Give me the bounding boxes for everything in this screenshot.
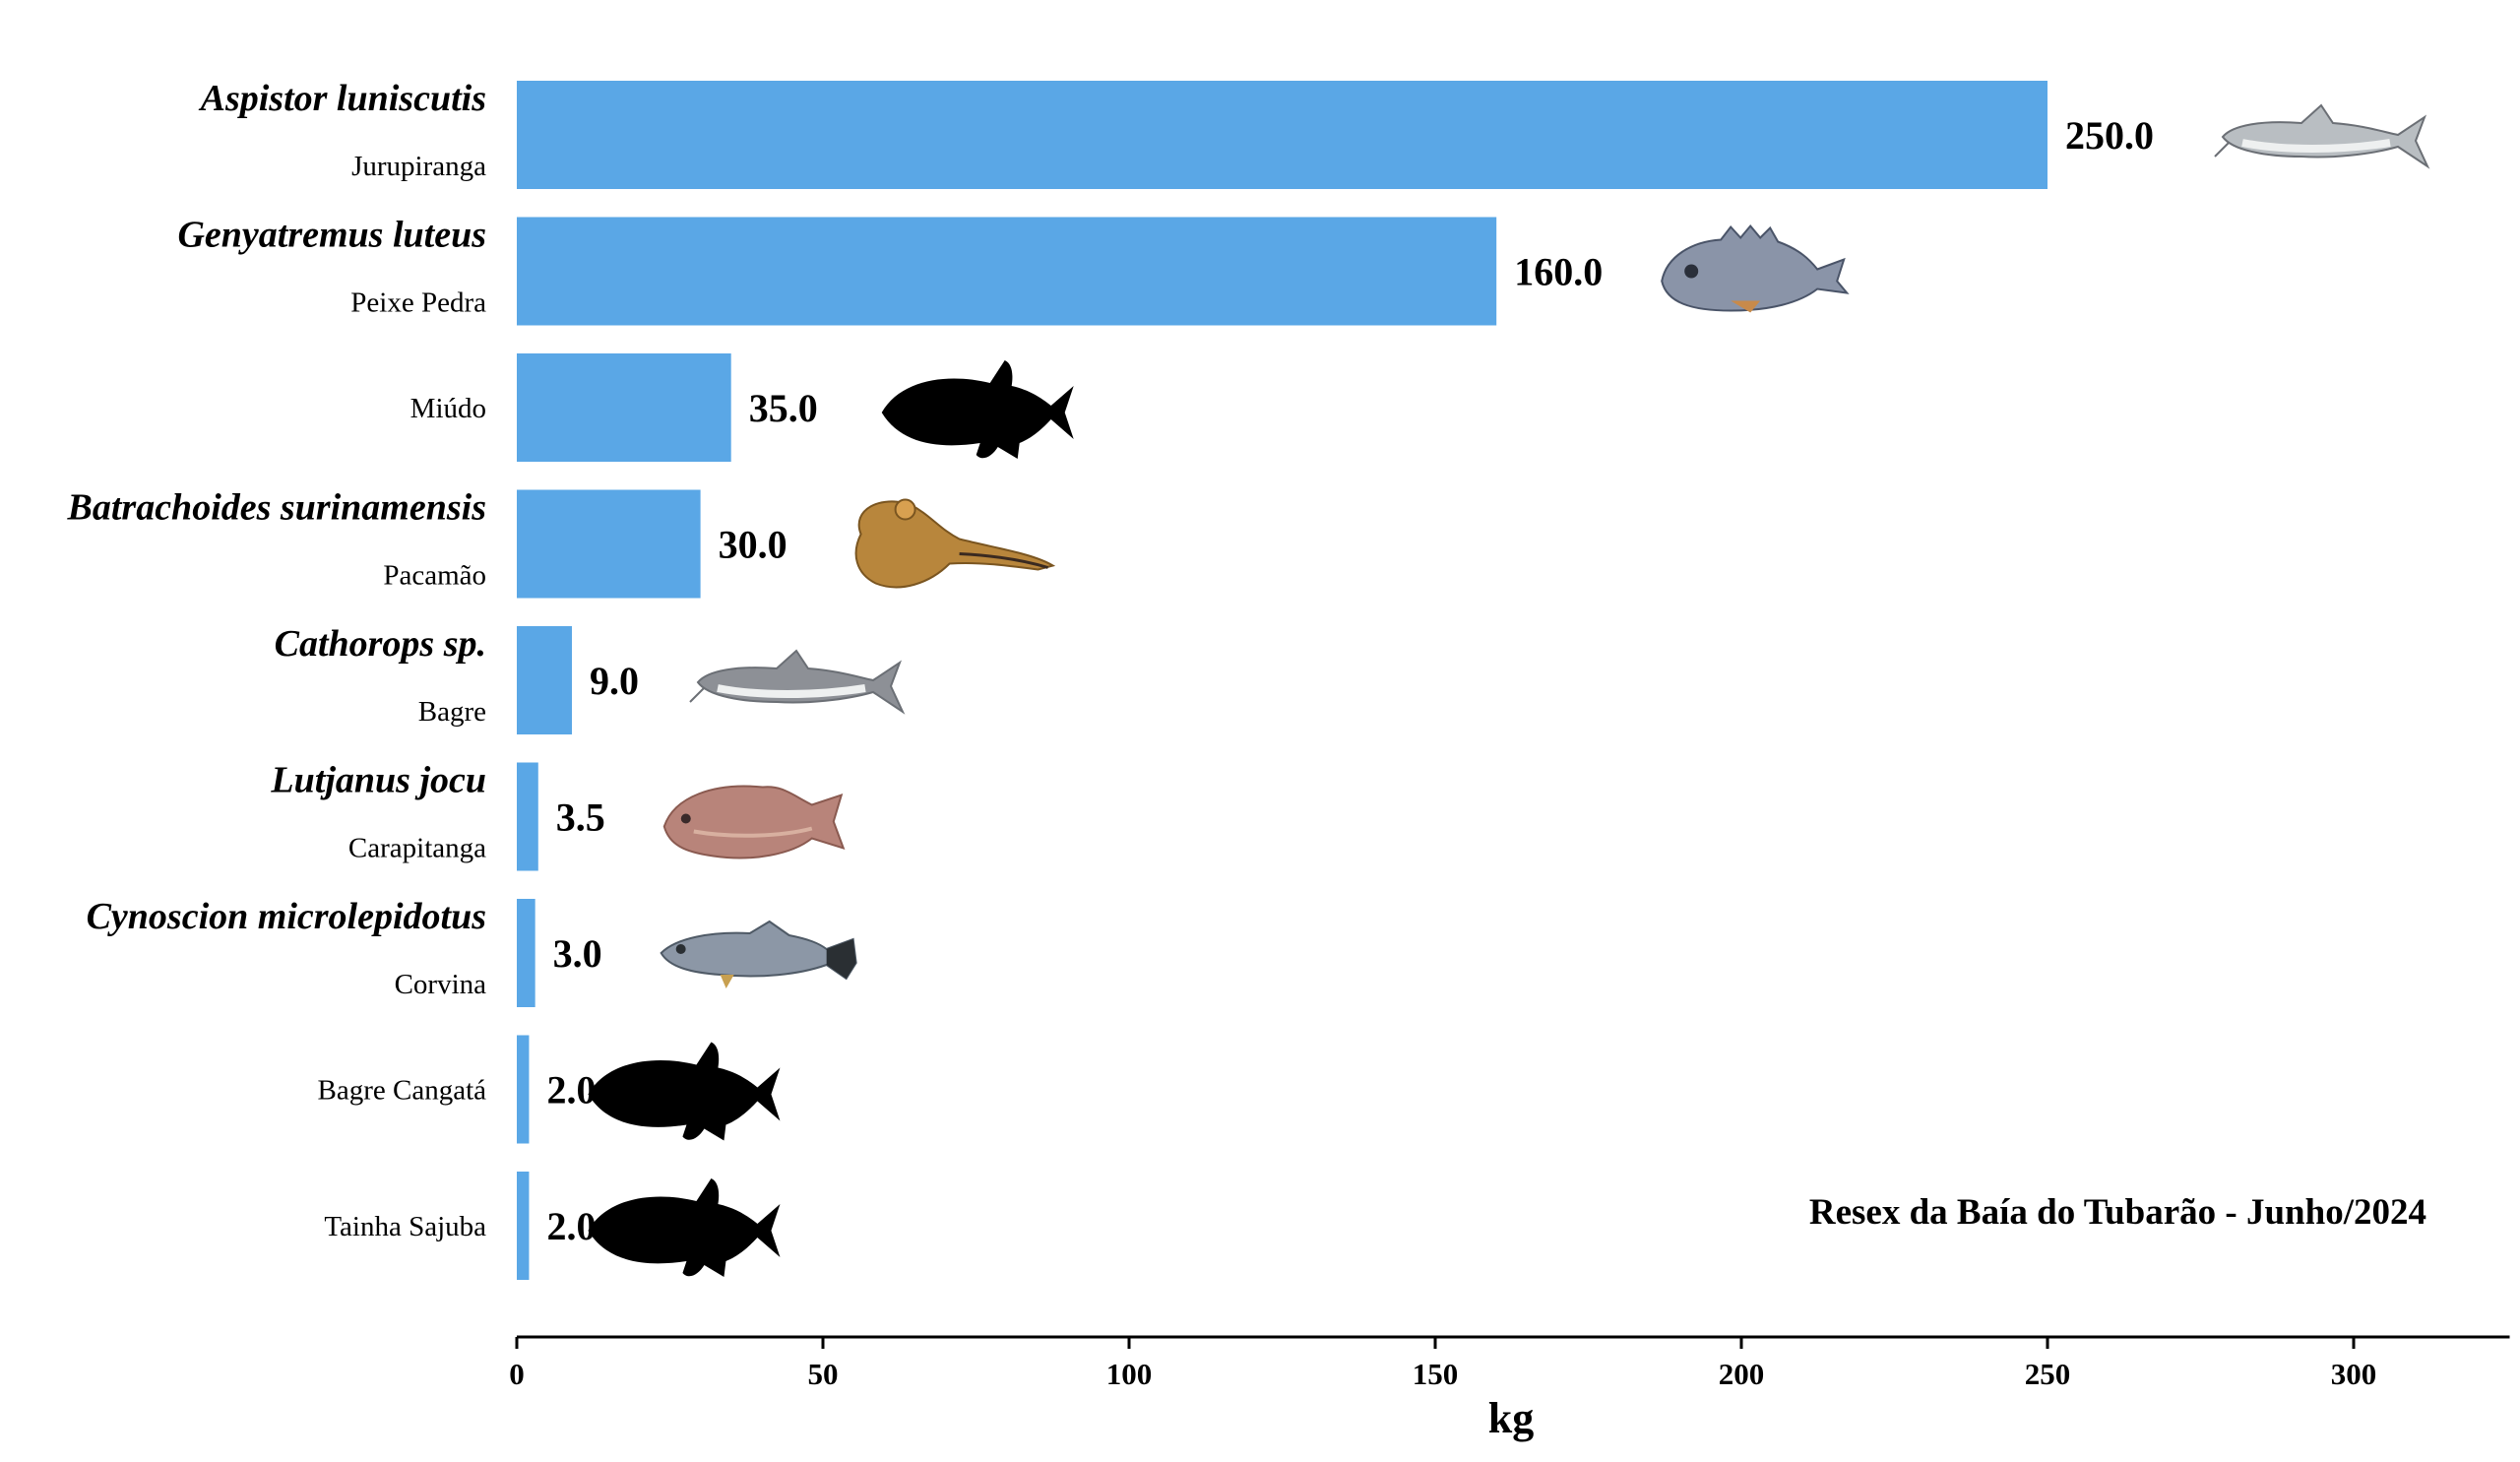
- bar: [517, 1035, 530, 1144]
- bar: [517, 626, 572, 734]
- common-name-label: Tainha Sajuba: [324, 1211, 486, 1242]
- toadfish-photo-icon: [854, 498, 1056, 589]
- value-label: 160.0: [1514, 250, 1603, 294]
- x-tick-label: 50: [808, 1357, 839, 1391]
- value-label: 3.5: [556, 795, 605, 840]
- value-label: 30.0: [719, 523, 788, 567]
- catfish-photo-icon: [689, 649, 906, 715]
- snapper-photo-icon: [662, 785, 846, 859]
- x-axis: 0 50 100 150 200 250 300: [509, 1335, 2510, 1391]
- bar: [517, 489, 701, 599]
- value-label: 250.0: [2065, 113, 2154, 158]
- x-tick-label: 200: [1719, 1357, 1765, 1391]
- value-label: 9.0: [590, 659, 639, 703]
- x-tick-label: 0: [509, 1357, 525, 1391]
- value-label: 35.0: [749, 386, 818, 430]
- x-tick-label: 250: [2025, 1357, 2071, 1391]
- bar: [517, 217, 1497, 326]
- scientific-name-label: Cynoscion microlepidotus: [87, 896, 486, 937]
- x-tick-label: 100: [1106, 1357, 1153, 1391]
- bars-layer: [517, 81, 2048, 1280]
- scientific-name-label: Aspistor luniscutis: [199, 78, 486, 119]
- common-name-label: Miúdo: [410, 393, 486, 424]
- common-name-label: Peixe Pedra: [350, 287, 486, 319]
- common-name-label: Bagre Cangatá: [317, 1075, 486, 1107]
- common-name-label: Carapitanga: [348, 833, 486, 864]
- value-label: 2.0: [546, 1068, 596, 1112]
- fish-silhouette-icon: [588, 1042, 781, 1141]
- bar: [517, 1172, 530, 1280]
- scientific-name-label: Lutjanus jocu: [270, 760, 486, 801]
- common-name-label: Pacamão: [383, 560, 486, 592]
- x-axis-label: kg: [1488, 1394, 1534, 1442]
- fish-images-layer: [588, 103, 2430, 1277]
- value-label: 2.0: [546, 1204, 596, 1248]
- grunt-photo-icon: [1661, 223, 1850, 313]
- chart-annotation: Resex da Baía do Tubarão - Junho/2024: [1809, 1192, 2426, 1233]
- fish-silhouette-icon: [588, 1178, 781, 1277]
- category-labels-layer: Aspistor luniscutis Jurupiranga Genyatremu…: [67, 78, 487, 1242]
- common-name-label: Bagre: [418, 696, 486, 728]
- scientific-name-label: Batrachoides surinamensis: [67, 487, 487, 529]
- bar: [517, 353, 731, 462]
- bar: [517, 81, 2048, 189]
- x-tick-label: 150: [1413, 1357, 1459, 1391]
- x-tick-label: 300: [2331, 1357, 2377, 1391]
- catfish-photo-icon: [2214, 103, 2430, 169]
- common-name-label: Corvina: [395, 969, 487, 1000]
- value-labels-layer: 250.0 160.0 35.0 30.0 9.0 3.5 3.0 2.0 2.0: [546, 113, 2154, 1248]
- bar: [517, 899, 536, 1007]
- scientific-name-label: Genyatremus luteus: [177, 215, 486, 256]
- weakfish-photo-icon: [660, 920, 857, 988]
- bar: [517, 762, 538, 871]
- scientific-name-label: Cathorops sp.: [275, 623, 486, 665]
- value-label: 3.0: [553, 931, 602, 976]
- fish-silhouette-icon: [881, 360, 1074, 459]
- common-name-label: Jurupiranga: [351, 151, 486, 182]
